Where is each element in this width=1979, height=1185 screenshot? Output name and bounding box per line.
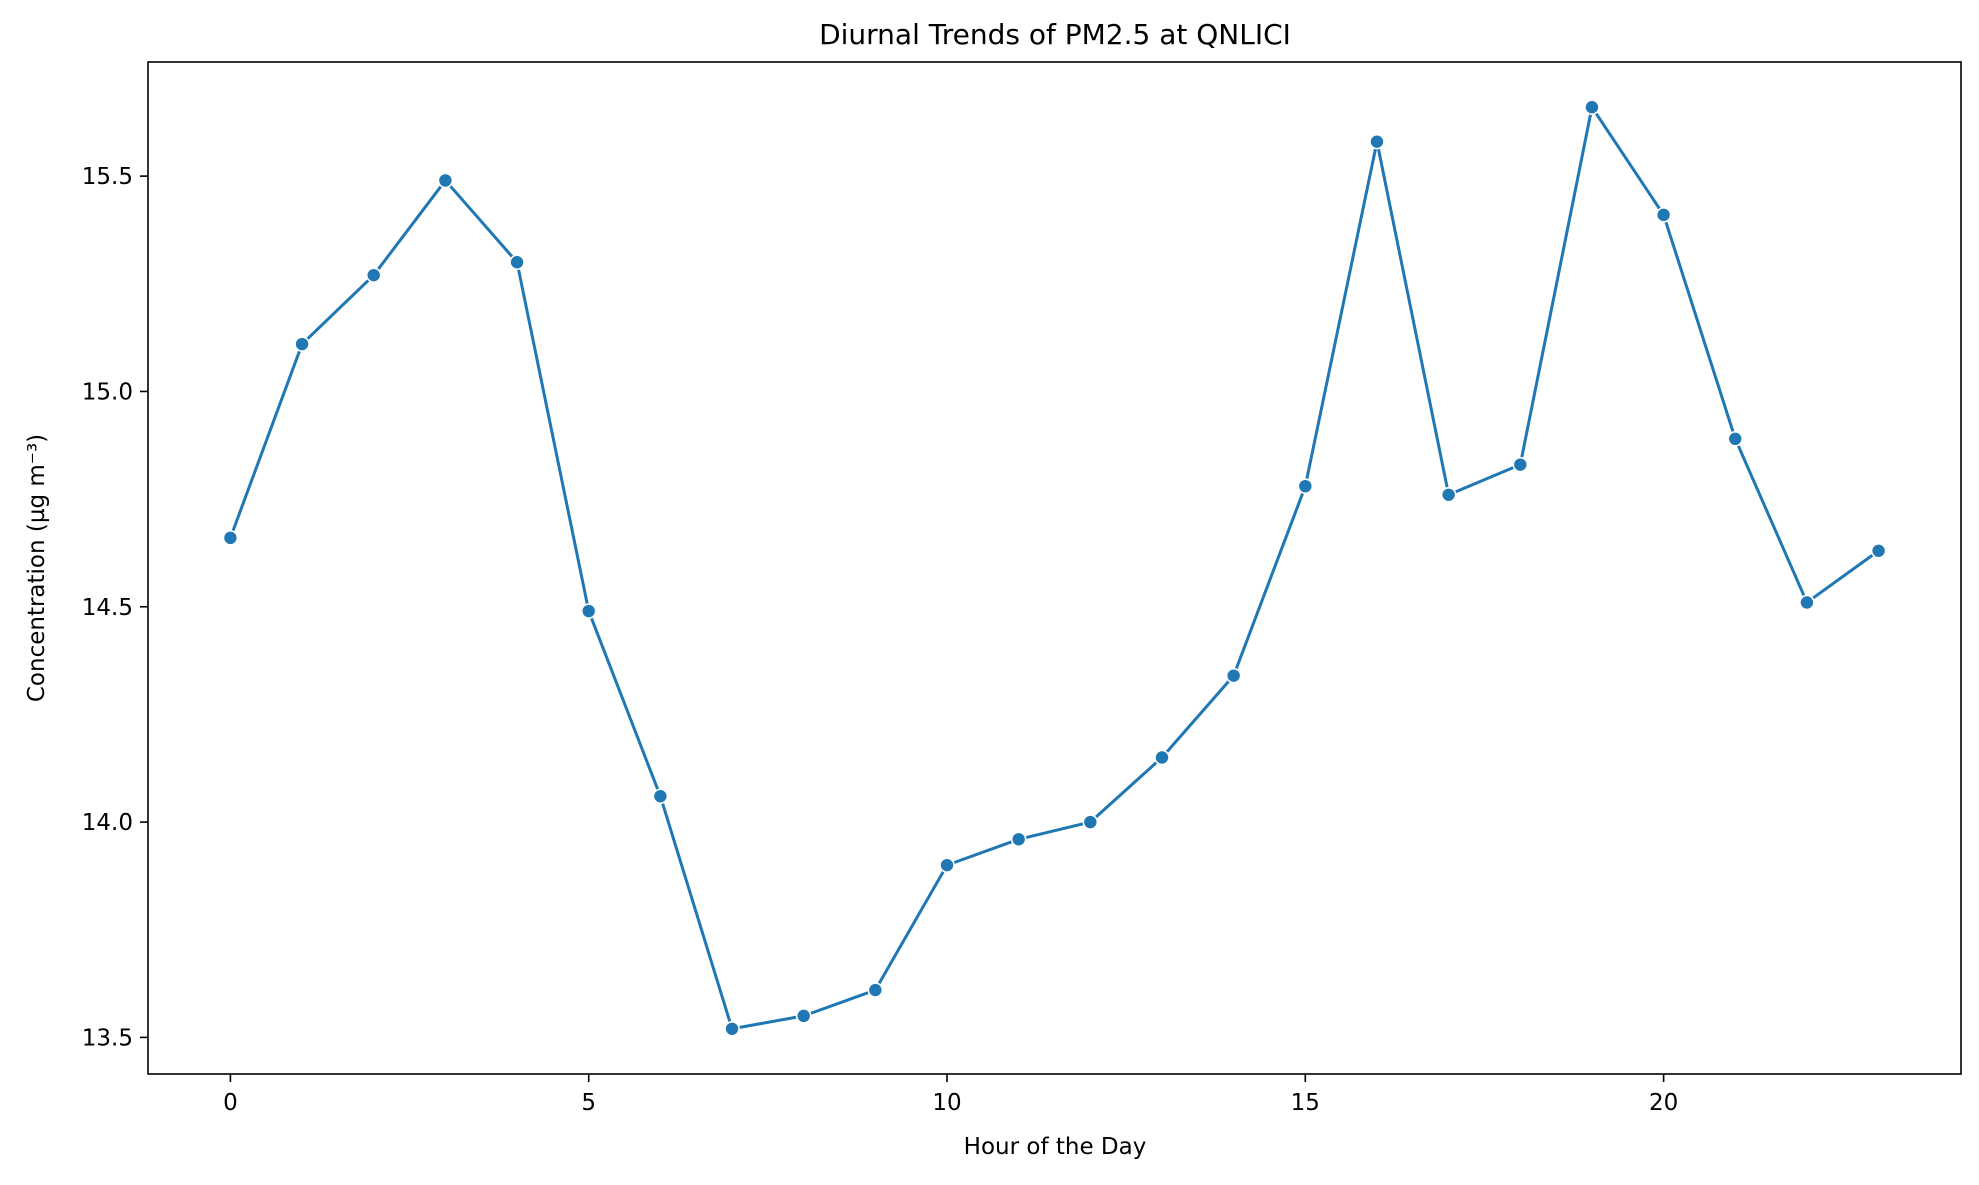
- chart-title: Diurnal Trends of PM2.5 at QNLICI: [819, 18, 1291, 51]
- data-point: [939, 857, 955, 873]
- x-tick-label: 15: [1291, 1090, 1320, 1116]
- data-point: [1154, 749, 1170, 766]
- y-axis: 13.5 14.0 14.5 15.0 15.5: [82, 164, 148, 1051]
- data-point: [580, 603, 597, 619]
- data-point: [437, 172, 454, 189]
- data-point: [1369, 133, 1385, 150]
- y-tick-label: 13.5: [82, 1025, 133, 1051]
- data-point: [365, 267, 382, 283]
- data-point: [509, 254, 525, 271]
- x-tick-label: 5: [581, 1090, 596, 1116]
- plot-area: [222, 99, 1887, 1037]
- plot-frame: [147, 61, 1962, 1075]
- data-point: [1655, 207, 1672, 223]
- series-line: [228, 105, 1881, 1031]
- data-point: [1082, 814, 1099, 830]
- data-point: [1440, 486, 1457, 503]
- y-tick-label: 14.0: [82, 810, 133, 836]
- data-point: [1010, 831, 1027, 848]
- data-point: [1727, 431, 1744, 447]
- y-tick-label: 15.5: [82, 164, 133, 190]
- x-axis-label: Hour of the Day: [964, 1134, 1147, 1160]
- data-point: [1512, 456, 1529, 473]
- y-tick-label: 15.0: [82, 379, 133, 405]
- x-tick-label: 10: [932, 1090, 961, 1116]
- x-tick-label: 0: [223, 1090, 238, 1116]
- data-point: [1584, 99, 1600, 116]
- data-point: [294, 336, 310, 352]
- data-point: [222, 530, 239, 546]
- x-tick-label: 20: [1649, 1090, 1678, 1116]
- data-point: [1297, 478, 1314, 494]
- y-axis-label: Concentration (µg m⁻³): [24, 434, 50, 702]
- y-tick-label: 14.5: [82, 595, 133, 621]
- x-axis: 0 5 10 15 20: [223, 1074, 1678, 1116]
- data-point: [652, 788, 669, 805]
- data-point: [1799, 594, 1815, 611]
- data-point: [1225, 667, 1242, 684]
- data-point: [724, 1020, 740, 1037]
- data-point: [795, 1008, 812, 1024]
- data-point: [867, 982, 884, 998]
- data-point: [1870, 542, 1887, 559]
